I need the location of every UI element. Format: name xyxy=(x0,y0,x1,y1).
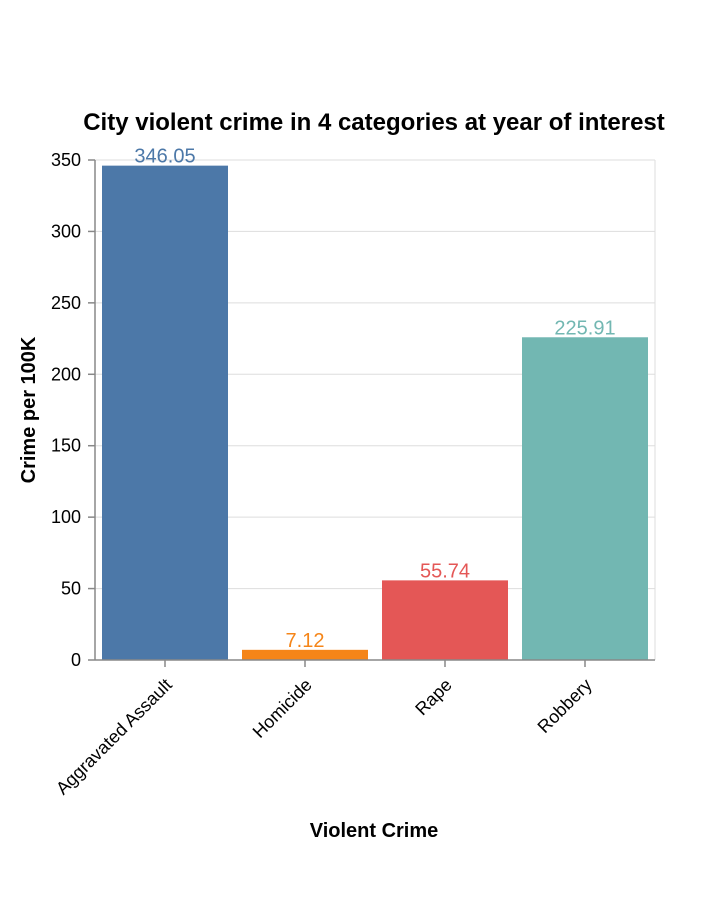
bar-robbery xyxy=(522,337,648,660)
data-label: 225.91 xyxy=(554,317,615,339)
data-label: 7.12 xyxy=(286,630,325,652)
y-tick-label: 250 xyxy=(51,293,81,313)
x-tick-label: Aggravated Assault xyxy=(52,675,176,799)
bar-rape xyxy=(382,580,508,660)
y-tick-label: 50 xyxy=(61,579,81,599)
y-tick-label: 0 xyxy=(71,650,81,670)
x-axis-title: Violent Crime xyxy=(310,820,439,842)
data-label: 346.05 xyxy=(134,146,195,168)
data-label: 55.74 xyxy=(420,560,470,582)
y-tick-label: 100 xyxy=(51,507,81,527)
y-tick-label: 200 xyxy=(51,364,81,384)
y-tick-label: 300 xyxy=(51,221,81,241)
chart-title: City violent crime in 4 categories at ye… xyxy=(83,109,665,136)
x-tick-label: Homicide xyxy=(249,675,316,742)
data-labels: 346.05 7.12 55.74 225.91 xyxy=(134,146,615,652)
x-tick-label: Rape xyxy=(411,675,456,720)
bars xyxy=(102,165,648,660)
bar-homicide xyxy=(242,649,368,660)
y-tick-label: 150 xyxy=(51,436,81,456)
y-tick-label: 350 xyxy=(51,150,81,170)
x-tick-label: Robbery xyxy=(534,675,596,737)
bar-aggravated-assault xyxy=(102,165,228,660)
y-axis-title: Crime per 100K xyxy=(18,336,40,483)
